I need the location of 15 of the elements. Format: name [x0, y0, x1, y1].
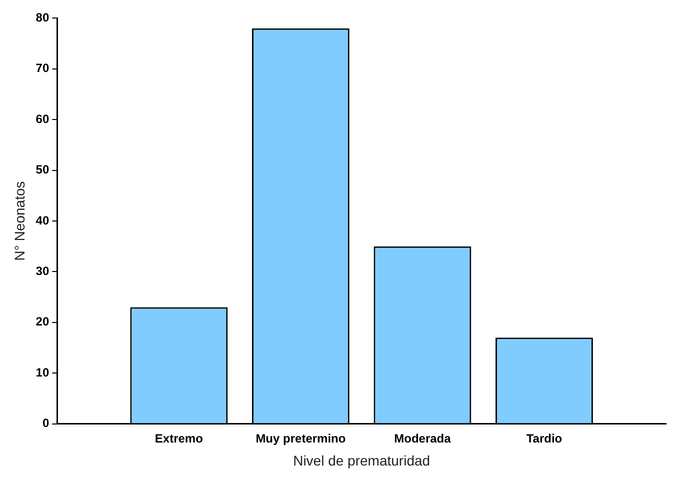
y-tick-label: 80: [36, 10, 50, 25]
x-axis-title: Nivel de prematuridad: [293, 452, 430, 468]
y-tick-label: 0: [42, 416, 50, 430]
y-tick-label: 60: [36, 112, 50, 126]
x-tick-label: Moderada: [394, 431, 452, 446]
y-tick-label: 70: [36, 61, 50, 76]
y-axis-title: N° Neonatos: [11, 181, 28, 261]
y-tick-label: 30: [36, 264, 50, 278]
x-tick-label: Extremo: [154, 431, 203, 446]
y-tick-label: 50: [36, 162, 50, 177]
y-tick-label: 10: [36, 365, 50, 380]
y-tick-label: 20: [36, 314, 50, 329]
y-tick-label: 40: [36, 213, 50, 228]
x-tick-label: Muy pretermino: [256, 431, 346, 446]
x-tick-label: Tardio: [526, 431, 562, 446]
